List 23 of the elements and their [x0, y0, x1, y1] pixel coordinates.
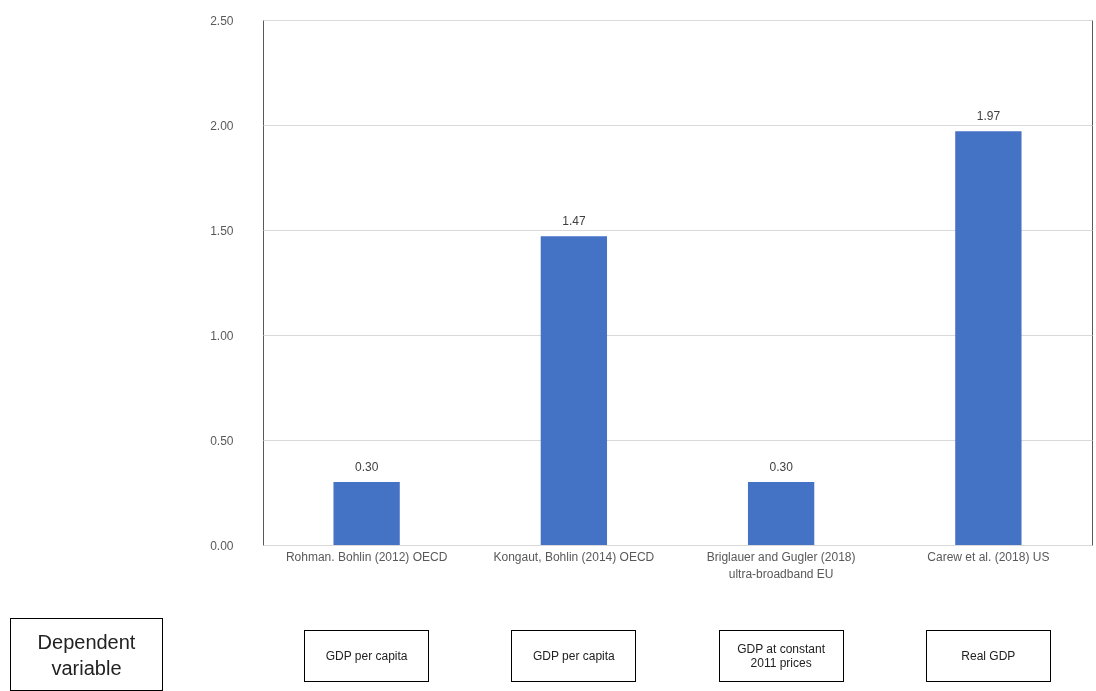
- data-label: 1.47: [562, 214, 586, 229]
- y-tick-label: 1.50: [210, 223, 234, 238]
- y-tick-label: 1.00: [210, 328, 234, 343]
- data-label: 0.30: [769, 460, 794, 474]
- text: GDP at constant 2011 prices: [718, 630, 844, 682]
- x-tick-label: Kongaut, Bohlin (2014) OECD: [493, 549, 655, 564]
- text: GDP per capita: [511, 630, 637, 682]
- bar: [540, 236, 608, 545]
- x-tick-label: Briglauer and Gugler (2018) ultra-broadband EU: [706, 549, 856, 581]
- y-tick-label: 0.00: [210, 538, 234, 553]
- x-tick-label: Rohman. Bohlin (2012) OECD: [285, 549, 448, 564]
- y-tick-label: 0.50: [210, 433, 234, 448]
- text: GDP per capita: [304, 630, 430, 682]
- text: Real GDP: [925, 630, 1051, 682]
- data-label: 0.30: [354, 460, 379, 474]
- text: Dependent variable: [10, 618, 163, 691]
- data-label: 1.97: [976, 109, 1001, 124]
- bar: [955, 131, 1022, 545]
- bar: [747, 482, 815, 545]
- y-tick-label: 2.00: [210, 118, 234, 133]
- x-tick-label: Carew et al. (2018) US: [927, 549, 1050, 564]
- y-tick-label: 2.50: [210, 13, 234, 28]
- bar: [333, 482, 400, 545]
